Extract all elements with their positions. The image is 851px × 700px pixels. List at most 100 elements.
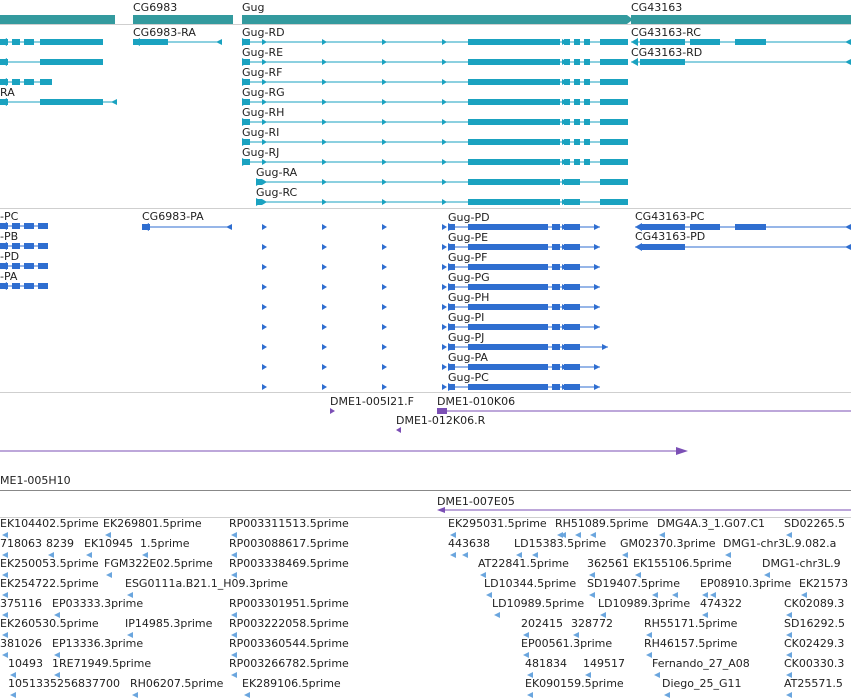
est-label[interactable]: 8239	[46, 537, 74, 550]
est-label[interactable]: FGM322E02.5prime	[104, 557, 213, 570]
est-label[interactable]: EK254722.5prime	[0, 577, 99, 590]
protein-label-gug-7[interactable]: Gug-PA	[448, 351, 488, 364]
protein-label-left-0[interactable]: -PC	[0, 210, 19, 223]
transcript-label-cg43163-rd[interactable]: CG43163-RD	[631, 46, 703, 59]
transcript-label-gug-rc[interactable]: Gug-RC	[256, 186, 298, 199]
est-label[interactable]: CK02429.3	[784, 637, 845, 650]
est-label[interactable]: Diego_25_G11	[662, 677, 742, 690]
est-label[interactable]: RH51089.5prime	[555, 517, 649, 530]
transcript-label-gug-0[interactable]: Gug-RD	[242, 26, 285, 39]
est-label[interactable]: 328772	[571, 617, 613, 630]
est-label[interactable]: 1RE71949.5prime	[52, 657, 152, 670]
est-label[interactable]: 10493	[8, 657, 43, 670]
est-label[interactable]: 443638	[448, 537, 490, 550]
protein-label-left-1[interactable]: -PB	[0, 230, 19, 243]
protein-label-gug-1[interactable]: Gug-PE	[448, 231, 489, 244]
clone-label-dme1-012k06r[interactable]: DME1-012K06.R	[396, 414, 486, 427]
transcript-label-gug-ra[interactable]: Gug-RA	[256, 166, 298, 179]
est-label[interactable]: EP03333.3prime	[52, 597, 144, 610]
transcript-label-gug-5[interactable]: Gug-RI	[242, 126, 280, 139]
est-label[interactable]: 1051335256837700	[8, 677, 120, 690]
est-label[interactable]: LD10989.3prime	[598, 597, 691, 610]
est-label[interactable]: EP00561.3prime	[521, 637, 613, 650]
est-label[interactable]: LD15383.5prime	[514, 537, 607, 550]
est-label[interactable]: EK250053.5prime	[0, 557, 99, 570]
est-label[interactable]: RH06207.5prime	[130, 677, 224, 690]
est-label[interactable]: RP003088617.5prime	[229, 537, 349, 550]
transcript-label-cg6983-ra[interactable]: CG6983-RA	[133, 26, 196, 39]
protein-label-gug-5[interactable]: Gug-PI	[448, 311, 485, 324]
est-label[interactable]: Fernando_27_A08	[652, 657, 750, 670]
est-label[interactable]: CK00330.3	[784, 657, 845, 670]
est-label[interactable]: SD02265.5	[784, 517, 845, 530]
est-label[interactable]: EP13336.3prime	[52, 637, 144, 650]
clone-label-dme1-005i21f[interactable]: DME1-005I21.F	[330, 395, 414, 408]
protein-label-gug-8[interactable]: Gug-PC	[448, 371, 489, 384]
est-label[interactable]: 1.5prime	[140, 537, 190, 550]
est-label[interactable]: 381026	[0, 637, 42, 650]
transcript-label-cg43163-rc[interactable]: CG43163-RC	[631, 26, 701, 39]
protein-label-left-3[interactable]: -PA	[0, 270, 18, 283]
est-label[interactable]: AT22841.5prime	[478, 557, 569, 570]
protein-label-gug-2[interactable]: Gug-PF	[448, 251, 488, 264]
protein-label-left-2[interactable]: -PD	[0, 250, 20, 263]
est-label[interactable]: RP003222058.5prime	[229, 617, 349, 630]
protein-label-cg6983-pa[interactable]: CG6983-PA	[142, 210, 204, 223]
est-label[interactable]: EK260530.5prime	[0, 617, 99, 630]
est-label[interactable]: EK104402.5prime	[0, 517, 99, 530]
est-label[interactable]: EK10945	[84, 537, 134, 550]
transcript-label-gug-1[interactable]: Gug-RE	[242, 46, 284, 59]
clone-label-dme1-005h10[interactable]: ME1-005H10	[0, 474, 71, 487]
est-label[interactable]: SD19407.5prime	[587, 577, 680, 590]
transcript-gug-rc-direction-arrow	[502, 199, 507, 205]
est-label[interactable]: DMG4A.3_1.G07.C1	[657, 517, 766, 530]
est-label[interactable]: RP003360544.5prime	[229, 637, 349, 650]
clone-label-dme1-007e05[interactable]: DME1-007E05	[437, 495, 515, 508]
est-label[interactable]: IP14985.3prime	[125, 617, 213, 630]
est-label[interactable]: ESG0111a.B21.1_H09.3prime	[125, 577, 289, 590]
est-label[interactable]: GM02370.3prime	[620, 537, 716, 550]
est-label[interactable]: EK21573	[799, 577, 849, 590]
transcript-label-gug-2[interactable]: Gug-RF	[242, 66, 283, 79]
est-label[interactable]: SD16292.5	[784, 617, 845, 630]
est-label[interactable]: 718063	[0, 537, 42, 550]
est-label[interactable]: RP003338469.5prime	[229, 557, 349, 570]
est-label[interactable]: EK269801.5prime	[103, 517, 202, 530]
est-label[interactable]: 375116	[0, 597, 42, 610]
est-label[interactable]: RH55171.5prime	[644, 617, 738, 630]
gene-label-gug[interactable]: Gug	[242, 1, 265, 14]
est-label[interactable]: EK090159.5prime	[525, 677, 624, 690]
transcript-label-gug-3[interactable]: Gug-RG	[242, 86, 285, 99]
protein-label-gug-6[interactable]: Gug-PJ	[448, 331, 485, 344]
est-label[interactable]: 474322	[700, 597, 742, 610]
est-label[interactable]: DMG1-chr3L.9.082.a	[723, 537, 837, 550]
protein-label-gug-0[interactable]: Gug-PD	[448, 211, 490, 224]
est-label[interactable]: EK289106.5prime	[242, 677, 341, 690]
est-label[interactable]: RP003311513.5prime	[229, 517, 349, 530]
est-label[interactable]: LD10989.5prime	[492, 597, 585, 610]
est-label[interactable]: RH46157.5prime	[644, 637, 738, 650]
est-label[interactable]: CK02089.3	[784, 597, 845, 610]
est-label[interactable]: RP003301951.5prime	[229, 597, 349, 610]
est-label[interactable]: EK295031.5prime	[448, 517, 547, 530]
protein-label-gug-3[interactable]: Gug-PG	[448, 271, 490, 284]
est-label[interactable]: 362561	[587, 557, 629, 570]
clone-label-dme1-010k06[interactable]: DME1-010K06	[437, 395, 516, 408]
est-label[interactable]: EK155106.5prime	[633, 557, 732, 570]
est-label[interactable]: DMG1-chr3L.9	[762, 557, 841, 570]
gene-label-cg6983[interactable]: CG6983	[133, 1, 178, 14]
transcript-label-gug-6[interactable]: Gug-RJ	[242, 146, 280, 159]
est-label[interactable]: LD10344.5prime	[484, 577, 577, 590]
transcript-label-gug-4[interactable]: Gug-RH	[242, 106, 285, 119]
est-label[interactable]: AT25571.5	[784, 677, 843, 690]
protein-label-cg43163-pc[interactable]: CG43163-PC	[635, 210, 705, 223]
est-label[interactable]: 481834	[525, 657, 567, 670]
protein-label-cg43163-pd[interactable]: CG43163-PD	[635, 230, 706, 243]
est-label[interactable]: 202415	[521, 617, 563, 630]
est-label[interactable]: RP003266782.5prime	[229, 657, 349, 670]
est-label[interactable]: EP08910.3prime	[700, 577, 792, 590]
est-label[interactable]: 149517	[583, 657, 625, 670]
protein-label-gug-4[interactable]: Gug-PH	[448, 291, 490, 304]
transcript-label-ra-partial[interactable]: RA	[0, 86, 15, 99]
gene-label-cg43163[interactable]: CG43163	[631, 1, 683, 14]
